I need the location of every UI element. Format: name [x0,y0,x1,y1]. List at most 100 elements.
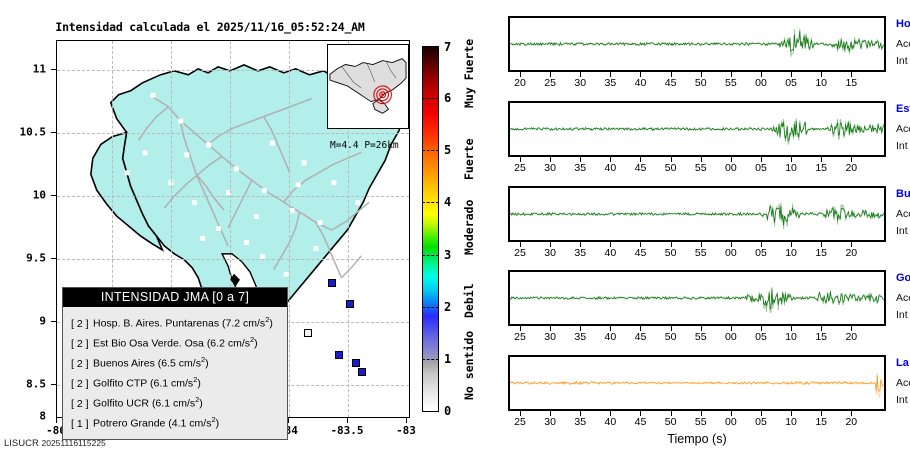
time-tick-mark [791,242,793,247]
time-tick-mark [580,157,582,162]
time-tick-mark [640,72,642,77]
time-tick-label: 35 [604,77,617,89]
colorbar-category-muy-fuerte: Muy Fuerte [462,38,476,108]
legend-tail: ) [254,337,258,350]
legend-station: Hosp. B. Aires. Puntarenas [93,317,220,330]
legend-unit-exp: 2 [195,395,200,405]
seismogram-plot[interactable] [508,355,886,411]
station-marker[interactable] [352,359,360,367]
station-marker[interactable] [328,279,336,287]
time-tick-mark [610,157,612,162]
time-tick-label: 00 [724,331,737,343]
seismogram-plot[interactable] [508,186,886,242]
time-tick-mark [791,326,793,331]
colorbar-category-fuerte: Fuerte [462,138,476,180]
time-tick-label: 55 [694,162,707,174]
legend-unit-exp: 2 [193,375,198,385]
seismogram-plot[interactable] [508,270,886,326]
time-tick-label: 55 [724,77,737,89]
time-tick-label: 55 [694,247,707,259]
legend-value: (6.1 cm/s [150,377,194,390]
legend-value: (7.2 cm/s [222,317,266,330]
colorbar-tick-label: 1 [444,352,452,366]
time-tick-mark [550,242,552,247]
time-tick-mark [851,411,853,416]
legend-row: [ 2 ] Hosp. B. Aires. Puntarenas (7.2 cm/… [71,312,287,332]
time-tick-label: 05 [755,416,767,428]
epicenter-inset-map[interactable] [327,44,409,129]
time-tick-label: 05 [755,247,767,259]
station-name-label: Golfito CTP [896,272,910,284]
time-tick-label: 30 [544,162,556,174]
legend-row: [ 2 ] Buenos Aires (6.5 cm/s2) [71,352,287,372]
legend-row: [ 2 ] Golfito CTP (6.1 cm/s2) [71,372,287,392]
legend-station: Golfito UCR [93,397,150,410]
legend-level: [ 2 ] [71,357,89,370]
waveform-trace [510,118,884,146]
station-marker[interactable] [335,351,343,359]
time-tick-label: 20 [845,416,858,428]
time-tick-label: 25 [514,416,526,428]
time-tick-mark [760,411,762,416]
time-tick-label: 00 [755,77,767,89]
colorbar-tick-label: 4 [444,195,452,209]
time-tick-mark [580,242,582,247]
time-tick-mark [580,411,582,416]
jma-intensity-label: Int JMA: 2 [896,225,910,237]
time-tick-label: 25 [514,247,526,259]
jma-intensity-label: Int JMA: 2 [896,140,910,152]
time-tick-label: 10 [815,77,828,89]
station-name-label: Buenos Aires [896,188,910,200]
time-tick-mark [730,326,732,331]
legend-station: Buenos Aires [93,357,155,370]
station-marker[interactable] [358,368,366,376]
legend-station: Potrero Grande [93,417,166,430]
colorbar-category-debil: Debil [462,283,476,318]
station-marker[interactable] [346,300,354,308]
colorbar-category-moderado: Moderado [462,199,476,255]
time-tick-mark [610,411,612,416]
footer-org: LISUCR [4,438,39,449]
x-tick-label: -86 [46,424,66,437]
time-tick-label: 45 [634,162,647,174]
time-tick-mark [851,242,853,247]
legend-title: INTENSIDAD JMA [0 a 7] [63,288,287,307]
seismogram-plot[interactable] [508,16,886,72]
seismogram-plot[interactable] [508,101,886,157]
station-name-label: Est Bio Osa Verde, Osa [896,103,910,115]
time-tick-mark [700,242,702,247]
time-tick-label: 20 [514,77,526,89]
legend-value: (4.1 cm/s [168,417,212,430]
x-tick-label: -83 [396,424,416,437]
max-acceleration-label: Acel. Max. 1.6 [896,208,910,220]
time-tick-mark [821,72,823,77]
y-tick-label: 9.5 [26,251,46,265]
costa-rica-landmass [89,64,404,353]
time-tick-mark [520,411,521,416]
time-tick-mark [550,72,552,77]
legend-tail: ) [269,317,273,330]
time-tick-mark [640,326,642,331]
time-tick-mark [730,411,732,416]
legend-entries: [ 2 ] Hosp. B. Aires. Puntarenas (7.2 cm/… [63,307,287,439]
time-tick-label: 35 [574,331,587,343]
time-tick-mark [851,157,853,162]
time-tick-mark [821,326,823,331]
time-tick-mark [791,157,793,162]
waveform-trace [510,28,884,57]
legend-level: [ 2 ] [71,317,89,330]
time-tick-mark [821,157,823,162]
station-marker[interactable] [304,329,312,337]
intensity-legend: INTENSIDAD JMA [0 a 7] [ 2 ] Hosp. B. Air… [62,287,288,440]
time-tick-label: 10 [785,247,797,259]
time-tick-label: 30 [574,77,587,89]
max-acceleration-label: Acel. Max. 1.7 [896,123,910,135]
y-tick-label: 11 [32,62,46,76]
time-tick-label: 35 [574,416,587,428]
time-tick-mark [670,72,672,77]
legend-level: [ 2 ] [71,337,89,350]
time-tick-label: 55 [694,331,707,343]
y-tick-label: 10 [32,188,46,202]
time-tick-mark [520,157,521,162]
time-tick-label: 45 [664,77,677,89]
